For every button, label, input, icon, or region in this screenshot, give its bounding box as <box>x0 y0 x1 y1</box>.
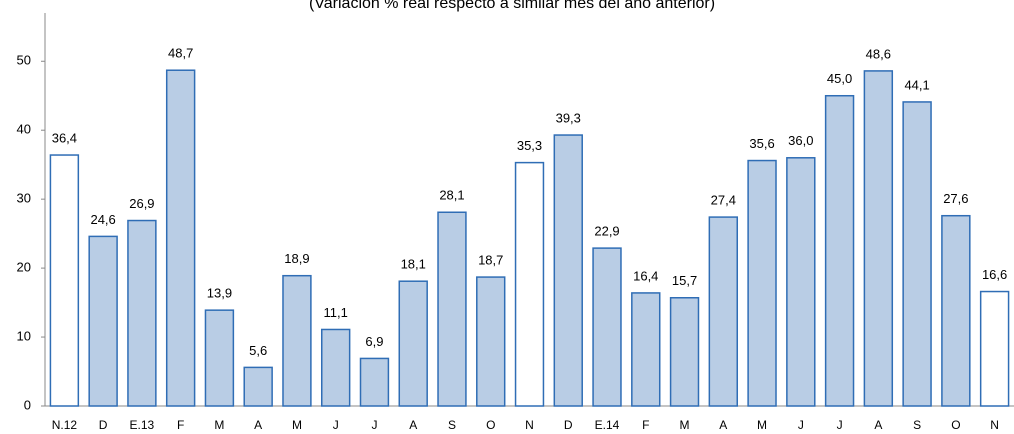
x-tick-label: J <box>798 418 804 432</box>
chart-subtitle: (Variación % real respecto a similar mes… <box>309 0 715 12</box>
x-tick-label: F <box>642 418 649 432</box>
bar <box>243 366 273 407</box>
x-tick-label: S <box>448 418 456 432</box>
bar <box>359 357 390 407</box>
value-label: 11,1 <box>324 305 348 320</box>
x-tick-label: A <box>254 418 262 432</box>
x-tick-label: J <box>837 418 843 432</box>
value-label: 15,7 <box>672 273 697 288</box>
x-tick-label: S <box>913 418 921 432</box>
bar <box>592 247 622 407</box>
value-label: 24,6 <box>90 212 115 227</box>
bar <box>127 219 157 407</box>
bar <box>902 101 932 407</box>
bar <box>204 309 235 407</box>
x-tick-label: E.13 <box>130 418 155 432</box>
bar <box>398 280 428 407</box>
x-tick-label: A <box>409 418 417 432</box>
bar <box>476 276 506 407</box>
bar <box>514 161 545 407</box>
bar <box>786 157 816 407</box>
value-label: 27,4 <box>711 193 736 208</box>
value-label: 5,6 <box>249 343 267 358</box>
value-label: 35,6 <box>749 136 774 151</box>
value-label: 36,4 <box>52 130 77 145</box>
value-label: 26,9 <box>129 196 154 211</box>
y-tick-label: 50 <box>17 53 31 68</box>
bar <box>941 214 971 407</box>
value-label: 27,6 <box>943 191 968 206</box>
bar <box>553 134 583 407</box>
bar <box>708 216 739 407</box>
y-tick-label: 40 <box>17 122 31 137</box>
value-label: 45,0 <box>827 71 852 86</box>
value-label: 13,9 <box>207 286 232 301</box>
bar <box>669 297 700 407</box>
x-tick-label: M <box>680 418 690 432</box>
x-tick-label: M <box>292 418 302 432</box>
bar <box>631 292 661 407</box>
bar <box>320 328 351 407</box>
value-label: 18,1 <box>401 257 426 272</box>
bar <box>282 274 312 407</box>
value-label: 22,9 <box>594 224 619 239</box>
y-tick-label: 10 <box>17 328 31 343</box>
value-label: 36,0 <box>788 133 813 148</box>
value-label: 16,6 <box>982 267 1007 282</box>
x-tick-label: D <box>99 418 108 432</box>
x-tick-label: M <box>214 418 224 432</box>
x-tick-label: E.14 <box>595 418 620 432</box>
value-label: 39,3 <box>556 110 581 125</box>
value-label: 16,4 <box>633 268 658 283</box>
bar <box>824 94 855 407</box>
y-tick-label: 0 <box>24 397 31 412</box>
value-label: 28,1 <box>439 188 464 203</box>
bar <box>49 154 80 407</box>
bar <box>747 159 777 407</box>
x-tick-label: M <box>757 418 767 432</box>
x-tick-label: O <box>486 418 495 432</box>
x-tick-label: J <box>371 418 377 432</box>
x-tick-label: N <box>525 418 534 432</box>
value-label: 35,3 <box>517 138 542 153</box>
x-tick-label: O <box>951 418 960 432</box>
bar <box>88 235 118 407</box>
value-label: 48,6 <box>866 46 891 61</box>
bar <box>437 211 467 407</box>
y-tick-label: 30 <box>17 191 31 206</box>
value-label: 48,7 <box>168 46 193 61</box>
value-label: 44,1 <box>904 77 929 92</box>
x-tick-label: N <box>990 418 999 432</box>
x-tick-label: F <box>177 418 184 432</box>
x-tick-label: A <box>719 418 727 432</box>
value-label: 18,9 <box>284 251 309 266</box>
x-tick-label: J <box>333 418 339 432</box>
y-tick-label: 20 <box>17 260 31 275</box>
value-label: 6,9 <box>365 334 383 349</box>
bar <box>165 69 196 407</box>
x-tick-label: A <box>874 418 882 432</box>
x-tick-label: N.12 <box>52 418 78 432</box>
x-tick-label: D <box>564 418 573 432</box>
bar <box>979 290 1010 407</box>
bar <box>863 70 894 407</box>
value-label: 18,7 <box>478 253 503 268</box>
